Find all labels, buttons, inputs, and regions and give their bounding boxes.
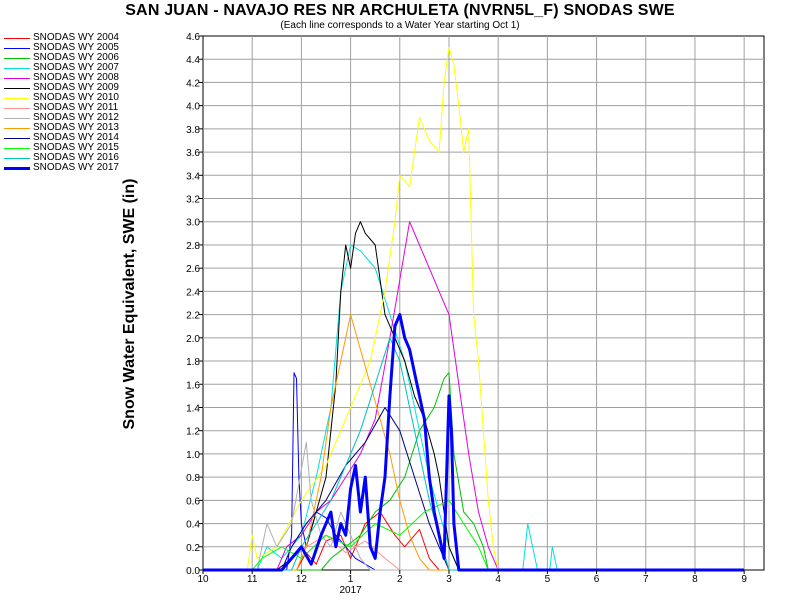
y-tick-label: 4.4 (186, 55, 200, 66)
x-tick-label: 7 (643, 574, 649, 585)
legend-item: SNODAS WY 2010 (4, 93, 134, 103)
series-group (203, 47, 745, 572)
legend-swatch (4, 58, 30, 59)
y-tick-label: 3.0 (186, 218, 200, 229)
x-tick-label: 4 (495, 574, 501, 585)
legend-label: SNODAS WY 2012 (33, 112, 119, 123)
legend-label: SNODAS WY 2014 (33, 132, 119, 143)
legend-label: SNODAS WY 2016 (33, 152, 119, 163)
x-axis-year-label: 2017 (339, 585, 362, 596)
y-tick-label: 4.2 (186, 78, 200, 89)
legend: SNODAS WY 2004 SNODAS WY 2005 SNODAS WY 20… (4, 33, 134, 173)
y-tick-label: 4.6 (186, 32, 200, 43)
legend-label: SNODAS WY 2008 (33, 72, 119, 83)
legend-swatch (4, 158, 30, 159)
y-tick-label: 2.8 (186, 241, 200, 252)
x-tick-label: 6 (594, 574, 600, 585)
legend-item: SNODAS WY 2007 (4, 63, 134, 73)
series-line-5 (203, 221, 745, 571)
chart-subtitle: (Each line corresponds to a Water Year s… (280, 20, 520, 31)
x-tick-label: 10 (197, 574, 209, 585)
legend-item: SNODAS WY 2009 (4, 83, 134, 93)
legend-item: SNODAS WY 2005 (4, 43, 134, 53)
legend-swatch (4, 88, 30, 89)
legend-swatch (4, 108, 30, 109)
x-tick-label: 9 (741, 574, 747, 585)
legend-label: SNODAS WY 2005 (33, 42, 119, 53)
legend-swatch (4, 138, 30, 139)
x-tick-label: 1 (348, 574, 354, 585)
y-tick-label: 0.8 (186, 473, 200, 484)
legend-label: SNODAS WY 2006 (33, 52, 119, 63)
y-tick-label: 2.2 (186, 311, 200, 322)
y-tick-label: 4.0 (186, 102, 200, 113)
legend-label: SNODAS WY 2009 (33, 82, 119, 93)
x-tick-label: 11 (247, 574, 258, 585)
series-line-11 (203, 407, 745, 571)
legend-swatch (4, 78, 30, 79)
legend-swatch (4, 148, 30, 149)
plot-area (202, 35, 765, 571)
series-line-1 (203, 511, 745, 571)
y-tick-label: 2.0 (186, 334, 200, 345)
legend-item: SNODAS WY 2008 (4, 73, 134, 83)
y-tick-label: 1.2 (186, 427, 200, 438)
legend-item: SNODAS WY 2016 (4, 153, 134, 163)
legend-swatch (4, 68, 30, 69)
legend-label: SNODAS WY 2015 (33, 142, 119, 153)
x-tick-label: 2 (397, 574, 403, 585)
series-line-14 (203, 313, 745, 572)
chart-title: SAN JUAN - NAVAJO RES NR ARCHULETA (NVRN… (125, 2, 675, 19)
legend-item: SNODAS WY 2011 (4, 103, 134, 113)
legend-label: SNODAS WY 2004 (33, 32, 119, 43)
x-tick-label: 12 (296, 574, 308, 585)
legend-label: SNODAS WY 2013 (33, 122, 119, 133)
legend-item: SNODAS WY 2014 (4, 133, 134, 143)
legend-label: SNODAS WY 2011 (33, 102, 119, 113)
legend-swatch (4, 98, 30, 99)
y-tick-label: 3.8 (186, 125, 200, 136)
y-tick-label: 0.4 (186, 520, 200, 531)
y-tick-label: 3.2 (186, 195, 200, 206)
x-ticks: 10 11 12 1 2 3 4 5 6 7 8 9 (197, 570, 747, 585)
legend-swatch (4, 38, 30, 39)
y-tick-label: 3.4 (186, 171, 200, 182)
legend-item: SNODAS WY 2013 (4, 123, 134, 133)
y-tick-label: 0.2 (186, 543, 200, 554)
x-tick-label: 5 (545, 574, 551, 585)
legend-label: SNODAS WY 2007 (33, 62, 119, 73)
legend-item: SNODAS WY 2006 (4, 53, 134, 63)
y-tick-label: 2.4 (186, 287, 200, 298)
y-tick-label: 1.6 (186, 380, 200, 391)
legend-item: SNODAS WY 2017 (4, 163, 134, 173)
legend-label: SNODAS WY 2010 (33, 92, 119, 103)
y-tick-label: 3.6 (186, 148, 200, 159)
legend-swatch (4, 48, 30, 49)
legend-label: SNODAS WY 2017 (33, 162, 119, 173)
legend-item: SNODAS WY 2012 (4, 113, 134, 123)
x-tick-label: 3 (446, 574, 452, 585)
y-tick-label: 0.6 (186, 496, 200, 507)
series-line-12 (203, 499, 745, 571)
y-ticks: 0.0 0.2 0.4 0.6 0.8 1.0 1.2 1.4 1.6 1.8 2.0 2.2 2.4 2… (186, 32, 203, 577)
x-tick-label: 8 (692, 574, 698, 585)
series-line-3 (203, 372, 745, 571)
legend-swatch (4, 128, 30, 129)
y-tick-label: 1.4 (186, 403, 200, 414)
y-tick-label: 1.8 (186, 357, 200, 368)
y-tick-label: 1.0 (186, 450, 200, 461)
grid (203, 36, 764, 570)
series-line-4 (203, 244, 745, 571)
legend-swatch (4, 118, 30, 119)
series-line-9 (203, 441, 745, 571)
series-line-10 (203, 314, 745, 571)
y-tick-label: 2.6 (186, 264, 200, 275)
legend-swatch (4, 167, 30, 170)
y-tick-label: 0.0 (186, 566, 200, 577)
legend-item: SNODAS WY 2004 (4, 33, 134, 43)
legend-item: SNODAS WY 2015 (4, 143, 134, 153)
